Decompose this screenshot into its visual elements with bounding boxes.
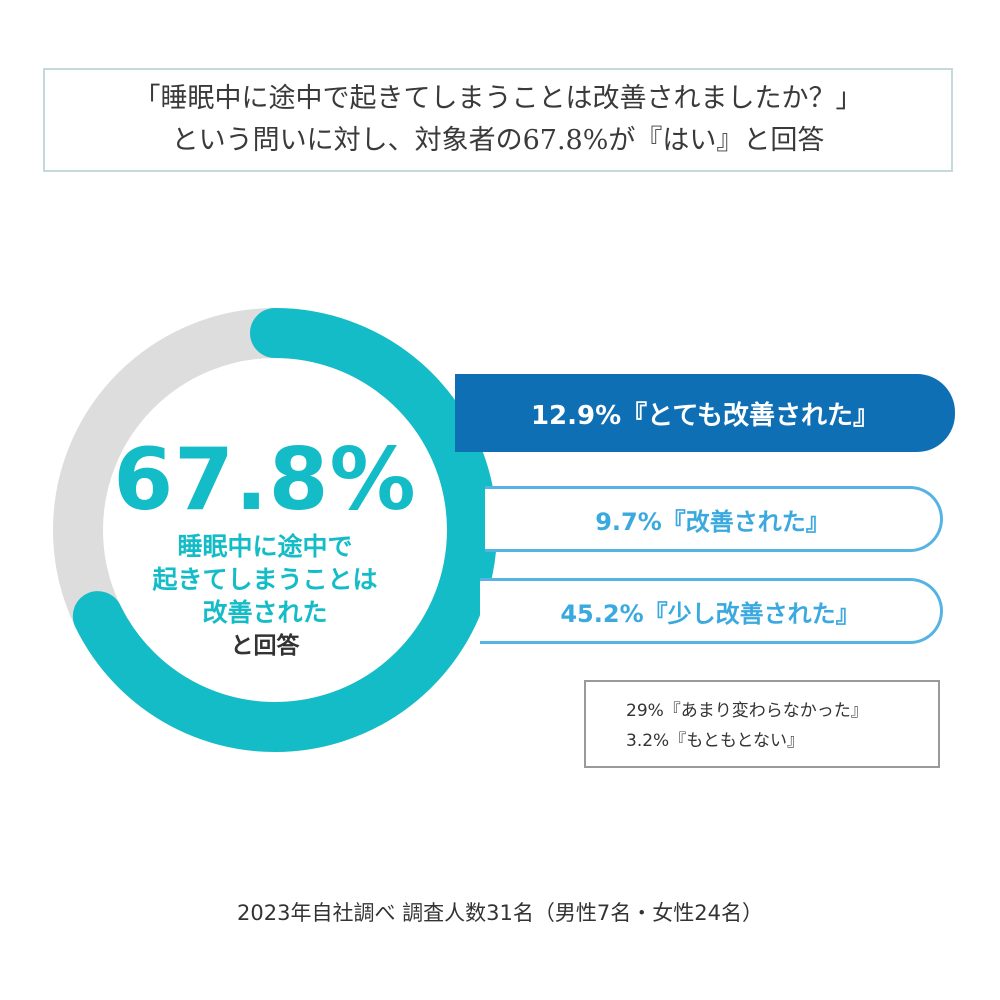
bar-improved: 9.7%『改善された』	[485, 486, 943, 552]
center-line-4: と回答	[230, 633, 300, 659]
center-percent: 67.8%	[113, 430, 417, 530]
title-line-2: という問いに対し、対象者の67.8%が『はい』と回答	[171, 125, 825, 156]
footnote: 2023年自社調べ 調査人数31名（男性7名・女性24名）	[237, 901, 763, 925]
center-line-3: 改善された	[202, 598, 328, 627]
title-line-1: 「睡眠中に途中で起きてしまうことは改善されましたか？」	[133, 83, 863, 114]
center-line-2: 起きてしまうことは	[152, 565, 378, 594]
center-line-1: 睡眠中に途中で	[177, 532, 353, 561]
bar-slightly-improved: 45.2%『少し改善された』	[480, 578, 943, 644]
donut-arc-improved	[72, 308, 497, 752]
bar-very-improved: 12.9%『とても改善された』	[455, 374, 955, 452]
other-not-changed: 29%『あまり変わらなかった』	[626, 701, 868, 721]
donut-chart	[53, 308, 497, 752]
center-label: 67.8% 睡眠中に途中で 起きてしまうことは 改善された と回答	[95, 430, 435, 663]
other-answers-box: 29%『あまり変わらなかった』 3.2%『もともとない』	[584, 680, 940, 768]
title-box: 「睡眠中に途中で起きてしまうことは改善されましたか？」 という問いに対し、対象者…	[43, 68, 953, 172]
other-never-had: 3.2%『もともとない』	[626, 731, 804, 751]
